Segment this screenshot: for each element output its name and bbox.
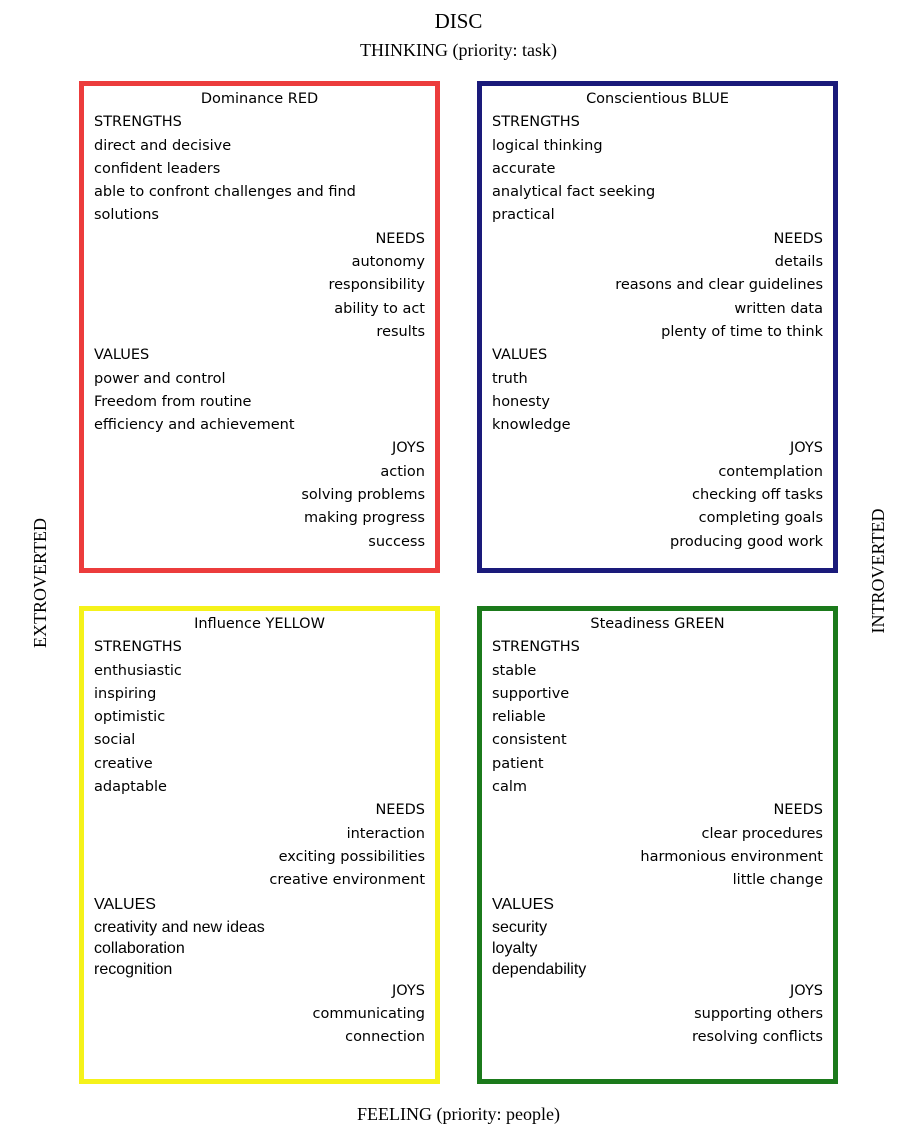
need-item: reasons and clear guidelines <box>615 277 823 294</box>
need-item: autonomy <box>351 254 425 271</box>
quadrant-green: Steadiness GREEN STRENGTHS stable supportiv… <box>477 606 838 1084</box>
quadrant-title: Conscientious BLUE <box>586 91 729 107</box>
joy-item: contemplation <box>718 463 823 480</box>
quadrant-title: Steadiness GREEN <box>590 616 725 632</box>
strength-item: consistent <box>492 732 567 749</box>
strength-item: accurate <box>492 160 556 177</box>
strengths-heading: STRENGTHS <box>492 639 580 656</box>
strength-item: enthusiastic <box>94 662 182 679</box>
strengths-heading: STRENGTHS <box>492 114 580 131</box>
needs-heading: NEEDS <box>773 230 823 247</box>
strength-item: optimistic <box>94 709 166 726</box>
strengths-heading: STRENGTHS <box>94 639 182 656</box>
need-item: clear procedures <box>701 825 823 842</box>
value-item: creativity and new ideas <box>94 918 265 936</box>
joys-heading: JOYS <box>790 982 823 999</box>
diagram-title: DISC <box>434 9 483 33</box>
joy-item: action <box>380 463 425 480</box>
strength-item: analytical fact seeking <box>492 184 656 201</box>
joy-item: supporting others <box>694 1005 823 1022</box>
strength-item: reliable <box>492 709 546 726</box>
strength-item: patient <box>492 755 544 772</box>
joy-item: success <box>368 533 425 550</box>
bottom-axis-label: FEELING (priority: people) <box>357 1104 560 1124</box>
joys-heading: JOYS <box>392 440 425 457</box>
strength-item: stable <box>492 662 537 679</box>
needs-heading: NEEDS <box>773 802 823 819</box>
values-heading: VALUES <box>492 347 548 364</box>
joy-item: checking off tasks <box>691 487 823 504</box>
joys-heading: JOYS <box>392 982 425 999</box>
value-item: truth <box>492 370 528 387</box>
need-item: responsibility <box>328 277 425 294</box>
need-item: creative environment <box>269 872 425 889</box>
value-item: collaboration <box>94 939 185 957</box>
need-item: harmonious environment <box>640 848 823 865</box>
quadrant-blue: Conscientious BLUE STRENGTHS logical think… <box>477 81 838 573</box>
left-axis-label: EXTROVERTED <box>30 518 50 648</box>
need-item: interaction <box>346 825 425 842</box>
joy-item: connection <box>345 1029 425 1046</box>
joy-item: communicating <box>312 1005 425 1022</box>
quadrant-red: Dominance RED STRENGTHS direct and decisiv… <box>79 81 440 573</box>
needs-heading: NEEDS <box>375 802 425 819</box>
strength-item: solutions <box>94 207 159 224</box>
values-heading: VALUES <box>492 895 554 913</box>
strength-item: direct and decisive <box>94 137 232 154</box>
joy-item: solving problems <box>301 487 425 504</box>
value-item: Freedom from routine <box>94 393 252 410</box>
need-item: ability to act <box>334 300 425 317</box>
top-axis-label: THINKING (priority: task) <box>360 40 557 60</box>
joy-item: completing goals <box>698 510 823 527</box>
strengths-heading: STRENGTHS <box>94 114 182 131</box>
joy-item: resolving conflicts <box>691 1029 823 1046</box>
strength-item: creative <box>94 755 153 772</box>
joy-item: producing good work <box>670 533 823 550</box>
strength-item: practical <box>492 207 555 224</box>
quadrant-title: Influence YELLOW <box>194 616 325 632</box>
right-axis-label: INTROVERTED <box>868 508 888 634</box>
strength-item: social <box>94 732 136 749</box>
quadrant-yellow: Influence YELLOW STRENGTHS enthusiastic ins… <box>79 606 440 1084</box>
strength-item: logical thinking <box>492 137 603 154</box>
strength-item: adaptable <box>94 779 167 796</box>
need-item: results <box>376 323 425 340</box>
value-item: dependability <box>492 960 587 978</box>
strength-item: able to confront challenges and find <box>94 184 356 201</box>
quadrant-title: Dominance RED <box>200 91 319 107</box>
value-item: knowledge <box>492 417 571 434</box>
values-heading: VALUES <box>94 895 156 913</box>
values-heading: VALUES <box>94 347 150 364</box>
joys-heading: JOYS <box>790 440 823 457</box>
need-item: little change <box>732 872 823 889</box>
strength-item: calm <box>492 779 528 796</box>
need-item: plenty of time to think <box>661 323 823 340</box>
need-item: details <box>774 254 823 271</box>
value-item: power and control <box>94 370 226 387</box>
value-item: efficiency and achievement <box>94 417 295 434</box>
need-item: exciting possibilities <box>278 848 425 865</box>
value-item: recognition <box>94 960 173 978</box>
need-item: written data <box>734 300 823 317</box>
strength-item: confident leaders <box>94 160 221 177</box>
strength-item: supportive <box>492 685 570 702</box>
needs-heading: NEEDS <box>375 230 425 247</box>
value-item: honesty <box>492 393 550 410</box>
joy-item: making progress <box>303 510 425 527</box>
value-item: loyalty <box>492 939 538 957</box>
strength-item: inspiring <box>94 685 157 702</box>
value-item: security <box>492 918 548 936</box>
